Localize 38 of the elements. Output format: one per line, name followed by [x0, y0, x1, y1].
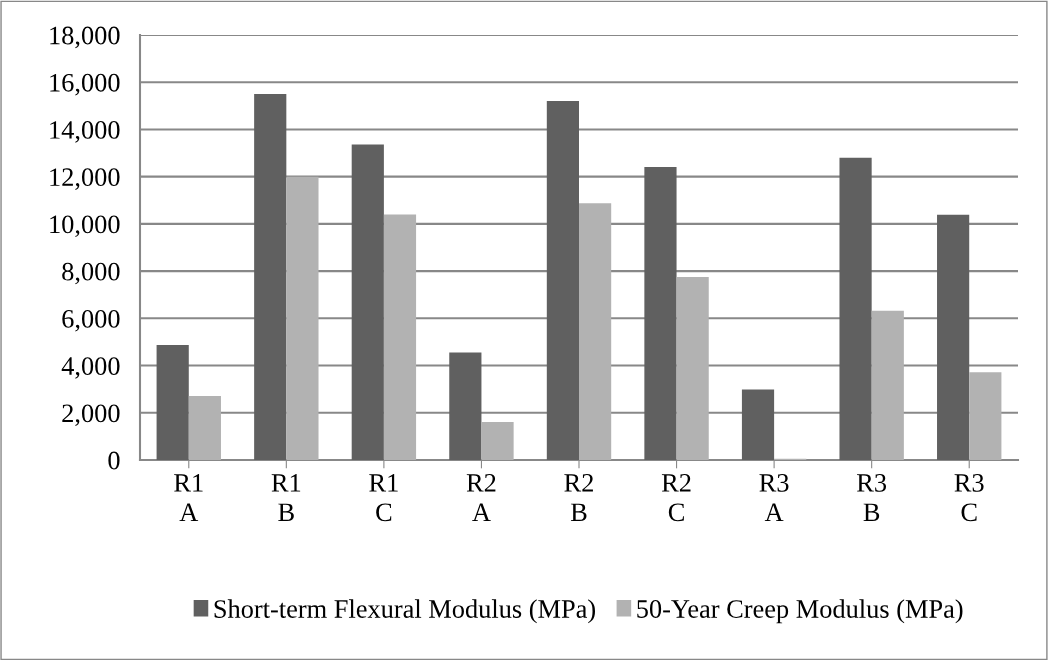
bar [579, 203, 612, 460]
bar [839, 157, 872, 460]
y-tick-label: 6,000 [62, 309, 120, 332]
bar [286, 176, 319, 460]
y-tick-label: 4,000 [61, 357, 120, 379]
x-tick-label: R2 A [466, 474, 496, 521]
bar [871, 310, 904, 460]
bar [449, 352, 482, 460]
bar [156, 345, 189, 460]
bar [937, 214, 970, 460]
x-tick-label: R1 A [174, 474, 203, 521]
bar [254, 94, 287, 460]
legend-label: 50-Year Creep Modulus (MPa) [637, 599, 963, 624]
bar [676, 277, 709, 460]
x-tick-label: R1 C [369, 474, 398, 522]
bar [969, 372, 1002, 460]
y-tick-label: 8,000 [62, 262, 120, 285]
x-tick-label: R3 B [857, 474, 887, 522]
bar [481, 421, 514, 460]
x-tick-label: R2 B [564, 474, 593, 522]
y-tick-label: 0 [108, 451, 120, 470]
y-tick-label: 16,000 [50, 73, 120, 96]
bar [188, 396, 221, 460]
bar [383, 214, 417, 460]
y-tick-label: 2,000 [62, 404, 120, 426]
y-tick-label: 18,000 [50, 26, 120, 49]
legend-label: Short-term Flexural Modulus (MPa) [214, 599, 596, 624]
bar [741, 389, 775, 460]
bar [546, 101, 579, 460]
y-tick-label: 10,000 [50, 215, 120, 238]
x-tick-label: R3 C [954, 474, 984, 522]
y-tick-label: 14,000 [50, 121, 120, 143]
bar [351, 144, 384, 460]
y-tick-label: 12,000 [50, 168, 120, 190]
x-tick-label: R2 C [661, 474, 691, 522]
x-tick-label: R3 A [759, 474, 789, 521]
bar [644, 166, 677, 460]
x-tick-label: R1 B [271, 474, 301, 522]
